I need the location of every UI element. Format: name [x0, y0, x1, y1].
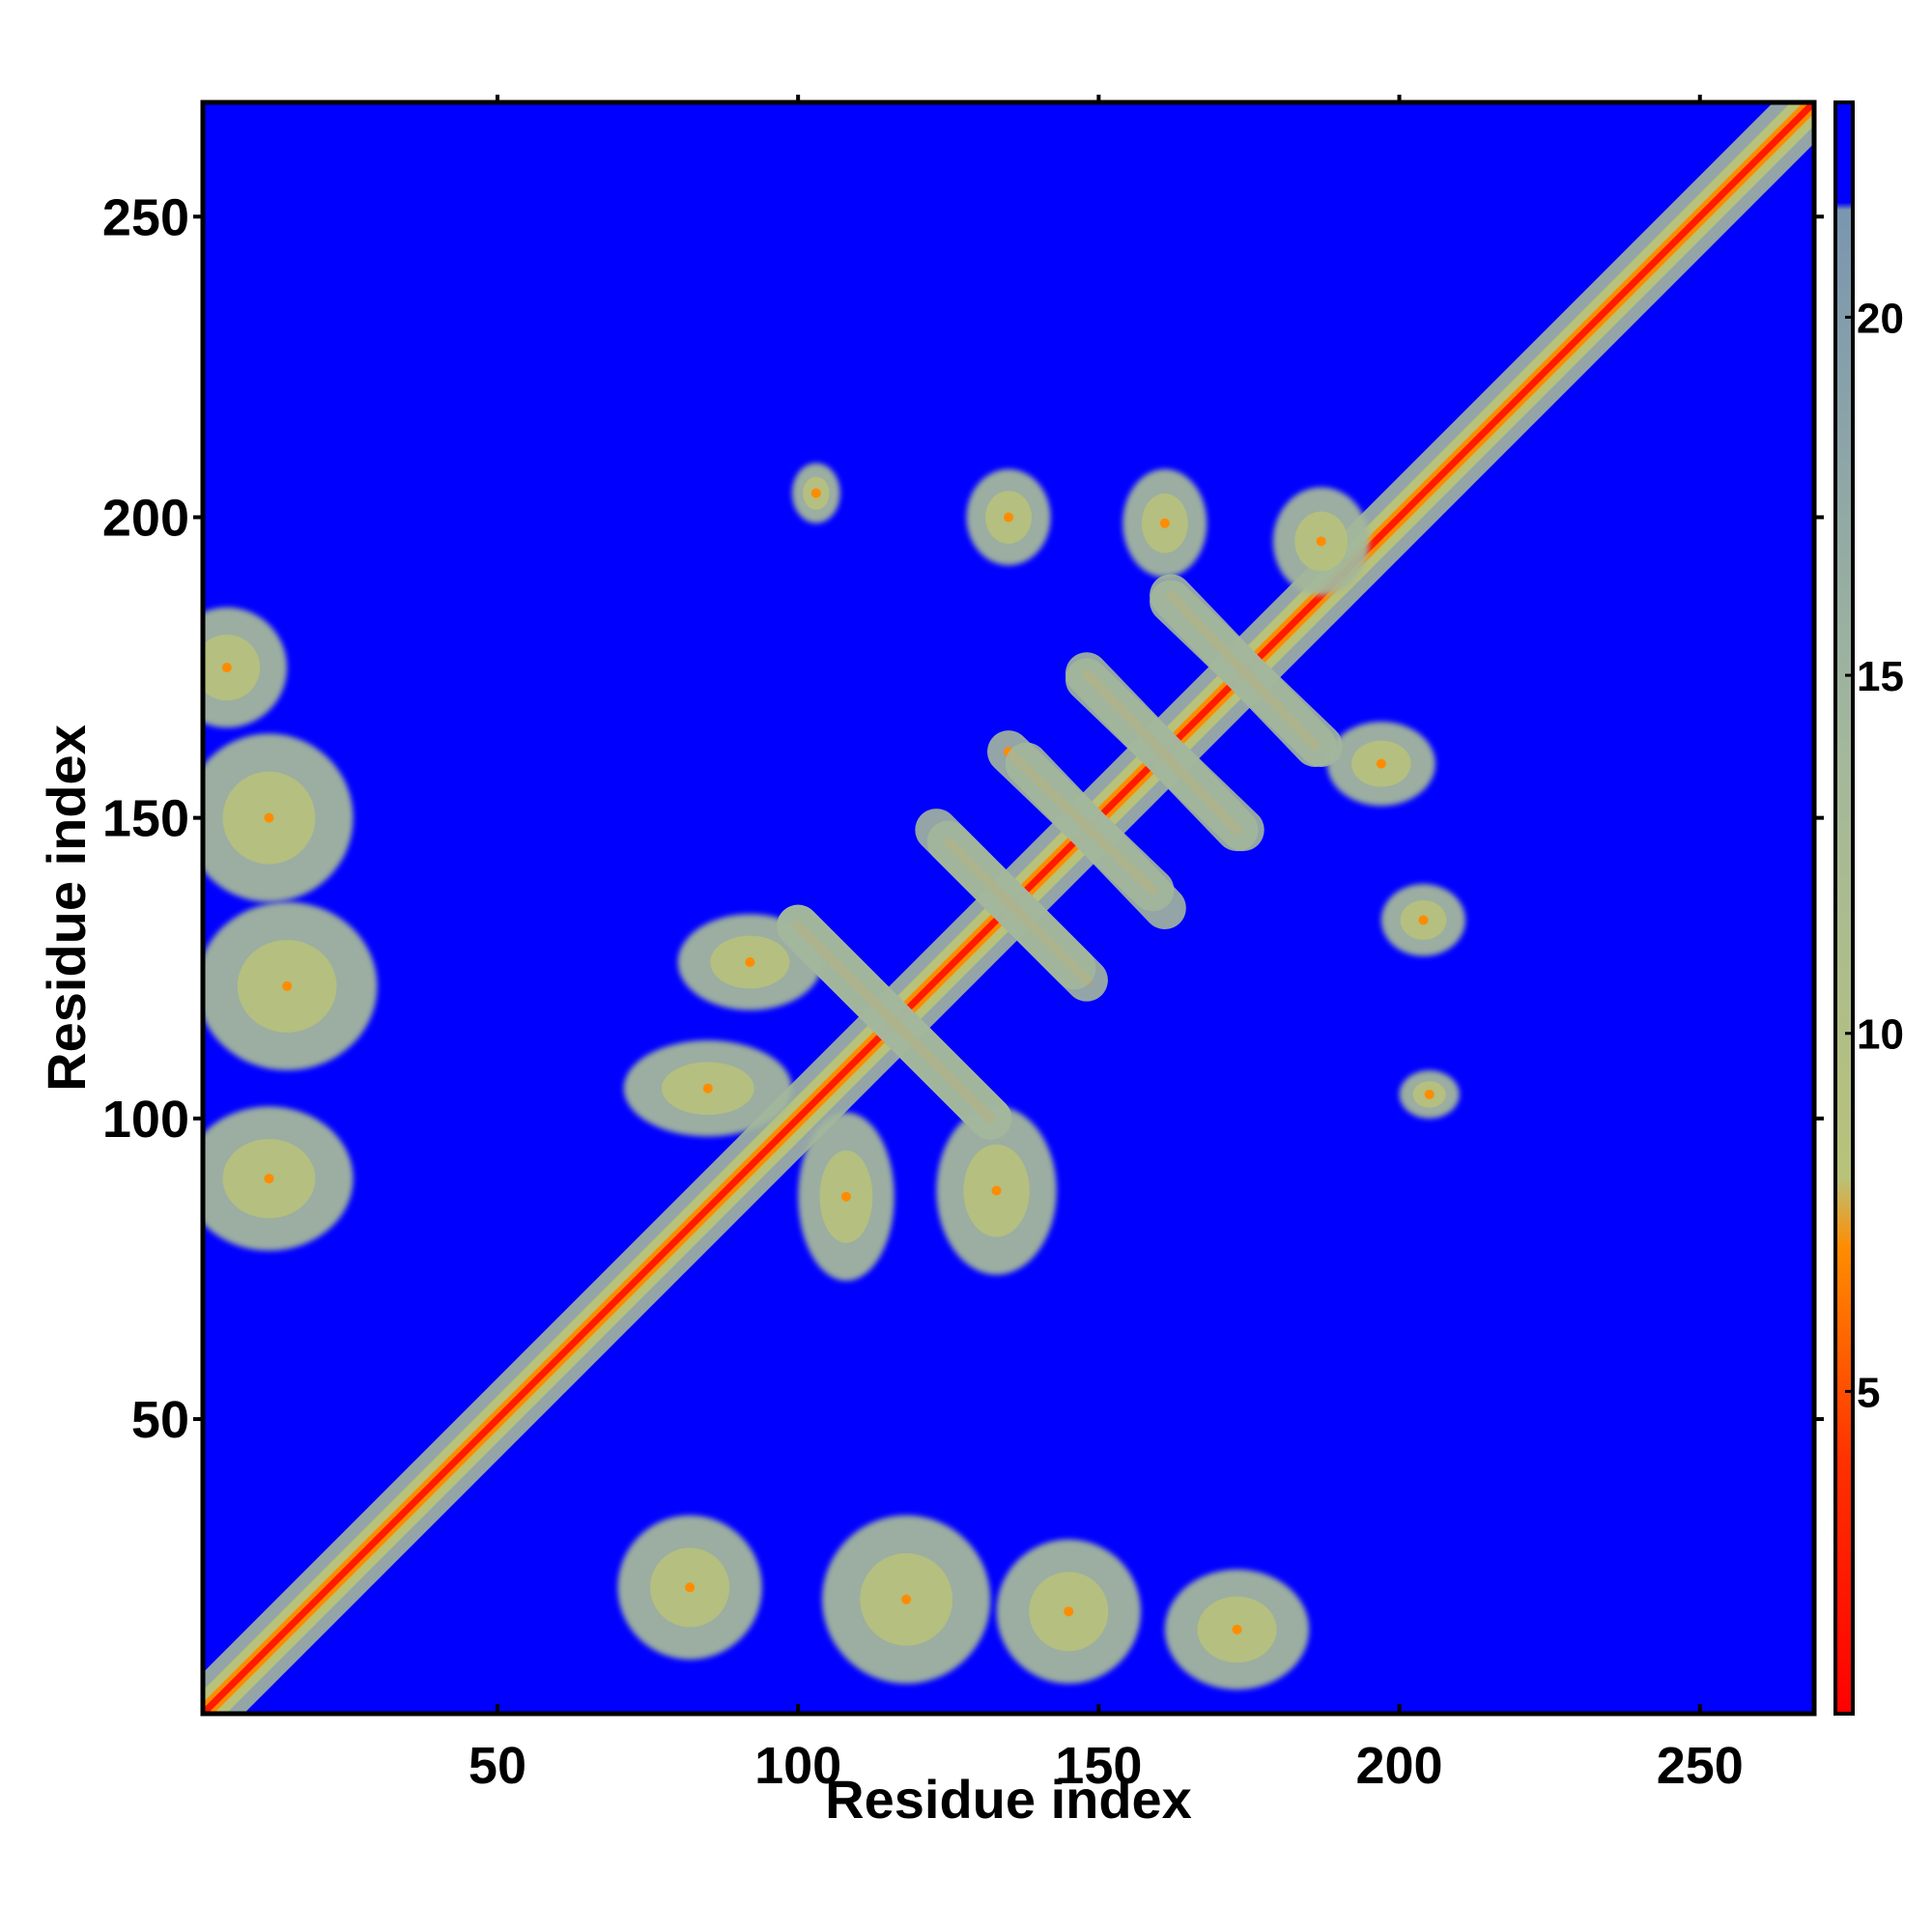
contact-point — [901, 1594, 912, 1605]
colorbar-fill — [1835, 102, 1853, 1714]
contact-features — [203, 102, 1814, 1714]
colorbar-ticks: 5 10 15 20 — [1845, 295, 1904, 1416]
x-axis-ticks: 50 100 150 200 250 — [469, 95, 1744, 1795]
antidiagonal-band-mirror — [915, 809, 1096, 990]
y-axis-ticks: 50 100 150 200 250 — [102, 188, 1824, 1449]
contact-point — [1424, 1089, 1435, 1099]
antidiagonal-band-mirror — [777, 904, 1012, 1140]
contact-point — [1376, 758, 1386, 769]
contact-point — [991, 1185, 1002, 1196]
contact-point — [264, 812, 274, 823]
contact-point — [221, 663, 232, 673]
contact-point — [264, 1174, 274, 1184]
contact-point — [810, 488, 821, 498]
y-tick-label: 150 — [102, 790, 189, 848]
y-axis-label: Residue index — [36, 724, 97, 1092]
x-tick-label: 50 — [469, 1737, 526, 1795]
x-tick-label: 150 — [1055, 1737, 1142, 1795]
contact-point — [1232, 1624, 1242, 1634]
y-tick-label: 100 — [102, 1091, 189, 1149]
contact-point — [1064, 1606, 1074, 1617]
colorbar-tick-label: 20 — [1857, 295, 1904, 342]
contact-point — [1418, 915, 1429, 925]
colorbar-tick-label: 10 — [1857, 1011, 1904, 1059]
x-tick-label: 200 — [1355, 1737, 1442, 1795]
contact-point — [1316, 536, 1326, 547]
contact-point — [685, 1582, 696, 1593]
y-tick-label: 250 — [102, 188, 189, 246]
contact-point — [1004, 512, 1013, 523]
y-tick-label: 50 — [131, 1391, 189, 1449]
colorbar-frame — [1833, 100, 1855, 1716]
contact-point — [745, 957, 755, 968]
plot-frame — [200, 99, 1817, 1717]
contact-point — [1159, 518, 1170, 528]
x-axis-label: Residue index — [825, 1769, 1192, 1830]
colorbar-tick-label: 5 — [1857, 1369, 1880, 1416]
colorbar-tick-label: 15 — [1857, 653, 1904, 700]
x-tick-label: 100 — [754, 1737, 841, 1795]
antidiagonal-band-mirror — [1150, 580, 1343, 767]
contact-point — [282, 980, 293, 991]
x-tick-label: 250 — [1657, 1737, 1744, 1795]
y-tick-label: 200 — [102, 489, 189, 547]
antidiagonal-band-mirror — [1065, 658, 1264, 852]
contact-point — [840, 1191, 851, 1202]
contact-point — [702, 1083, 713, 1094]
antidiagonal-band-mirror — [1005, 742, 1186, 929]
